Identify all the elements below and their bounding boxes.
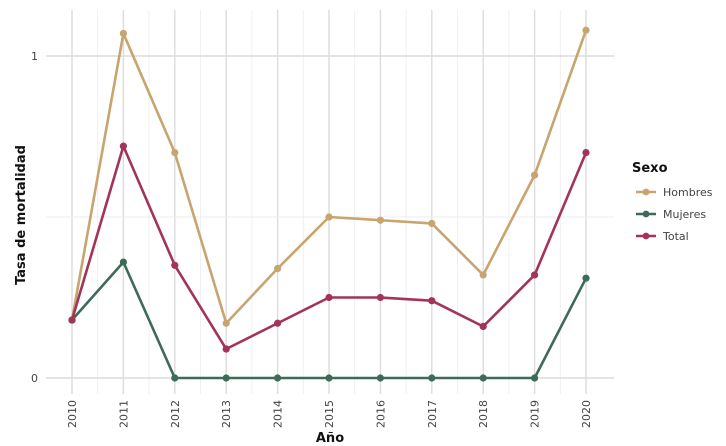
y-tick-label: 1 <box>31 50 38 63</box>
data-point-hombres <box>376 216 384 224</box>
x-tick-label: 2010 <box>66 400 79 428</box>
grid <box>46 10 614 394</box>
x-tick-label: 2012 <box>169 400 182 428</box>
data-point-hombres <box>479 271 487 279</box>
x-tick-label: 2011 <box>117 400 130 428</box>
y-axis-title: Tasa de mortalidad <box>14 145 29 285</box>
data-point-hombres <box>222 319 230 327</box>
legend-label-mujeres: Mujeres <box>663 208 706 221</box>
legend-label-hombres: Hombres <box>663 186 713 199</box>
data-point-total <box>531 271 539 279</box>
legend-label-total: Total <box>662 230 689 243</box>
legend-point-total <box>642 232 650 240</box>
data-point-total <box>428 297 436 305</box>
data-point-mujeres <box>325 374 333 382</box>
data-point-hombres <box>171 149 179 157</box>
data-point-hombres <box>582 26 590 34</box>
data-point-hombres <box>428 219 436 228</box>
legend-point-mujeres <box>642 210 650 218</box>
series-points <box>68 26 590 382</box>
legend: Sexo Hombres Mujeres Total <box>632 161 713 243</box>
x-tick-label: 2014 <box>272 400 285 428</box>
data-point-total <box>274 319 282 327</box>
data-point-mujeres <box>531 374 539 382</box>
data-point-mujeres <box>274 374 282 382</box>
data-point-total <box>479 322 487 331</box>
data-point-mujeres <box>428 374 436 382</box>
data-point-mujeres <box>376 374 384 382</box>
x-tick-label: 2018 <box>477 400 490 428</box>
data-point-hombres <box>325 213 333 221</box>
data-point-total <box>171 261 179 269</box>
data-point-total <box>222 345 230 353</box>
data-point-total <box>376 293 384 302</box>
x-tick-label: 2017 <box>426 400 439 428</box>
data-point-mujeres <box>171 374 179 382</box>
x-tick-label: 2015 <box>323 400 336 428</box>
data-point-mujeres <box>582 274 590 282</box>
y-tick-label: 0 <box>31 372 38 385</box>
data-point-hombres <box>274 264 282 273</box>
data-point-hombres <box>531 171 539 179</box>
data-point-total <box>68 316 76 324</box>
data-point-mujeres <box>119 258 127 266</box>
x-tick-label: 2020 <box>580 400 593 428</box>
x-tick-label: 2016 <box>374 400 387 428</box>
data-point-total <box>582 149 590 157</box>
legend-title: Sexo <box>632 161 668 176</box>
data-point-mujeres <box>222 374 230 382</box>
y-axis-ticks: 01 <box>31 50 38 385</box>
x-axis-title: Año <box>316 431 344 446</box>
x-tick-label: 2019 <box>529 400 542 428</box>
data-point-total <box>325 293 333 302</box>
x-axis-ticks: 2010 2011 2012 2013 2014 2015 2016 2017 2018 2019… <box>66 400 593 428</box>
legend-point-hombres <box>642 188 650 196</box>
data-point-total <box>119 142 127 150</box>
data-point-hombres <box>119 29 127 38</box>
data-point-mujeres <box>479 374 487 382</box>
x-tick-label: 2013 <box>220 400 233 428</box>
legend-items: Hombres Mujeres Total <box>636 186 713 243</box>
